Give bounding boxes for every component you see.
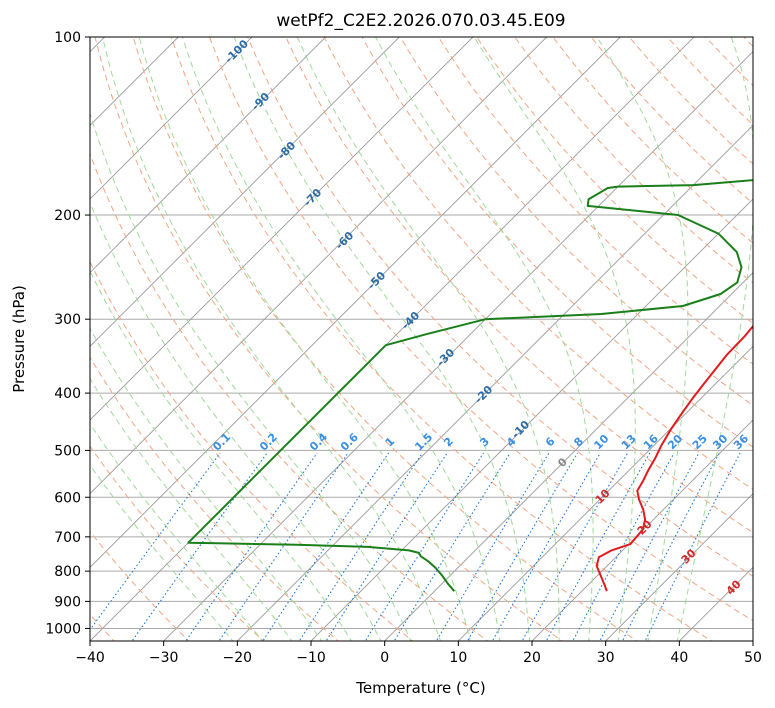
moist-adiabat [90, 201, 382, 641]
isotherm-line [384, 272, 753, 641]
x-tick-label: 20 [523, 650, 541, 666]
y-tick-label: 1000 [45, 621, 81, 637]
dry-adiabat [90, 260, 414, 641]
isotherm-line [90, 37, 474, 421]
moist-adiabat [90, 270, 352, 641]
y-tick-label: 900 [54, 594, 81, 610]
y-tick-label: 400 [54, 386, 81, 402]
isotherm-line [90, 37, 621, 568]
plot-frame [89, 36, 754, 642]
moist-adiabat [101, 37, 441, 641]
x-tick-label: 10 [449, 650, 467, 666]
isotherm-line [90, 37, 548, 495]
mixing-ratio-line [90, 452, 221, 631]
temperature-profile [595, 324, 753, 592]
moist-adiabat [676, 37, 753, 641]
x-tick-label: −30 [149, 650, 179, 666]
mixing-ratio-line [545, 452, 651, 641]
moist-adiabat [90, 464, 234, 641]
x-tick-label: −20 [223, 650, 253, 666]
moist-adiabat [374, 37, 594, 641]
moist-adiabat [473, 37, 636, 641]
chart-title: wetPf2_C2E2.2026.070.03.45.E09 [276, 11, 565, 31]
x-tick-label: −10 [296, 650, 326, 666]
dry-adiabat [208, 37, 753, 622]
mixing-ratio-line [572, 452, 675, 641]
mixing-ratio-line [185, 452, 318, 641]
mixing-ratio-line [325, 452, 448, 641]
y-tick-label: 600 [54, 490, 81, 506]
y-tick-label: 500 [54, 443, 81, 459]
x-tick-label: 0 [380, 650, 389, 666]
mixing-ratio-line [644, 452, 741, 641]
moist-adiabat [90, 112, 412, 641]
y-tick-label: 100 [54, 30, 81, 46]
isotherm-line [310, 198, 753, 641]
mixing-ratio-line [218, 452, 349, 641]
y-tick-label: 300 [54, 312, 81, 328]
y-tick-label: 200 [54, 208, 81, 224]
moist-adiabat [233, 37, 530, 641]
isotherm-line [236, 124, 753, 641]
x-tick-label: 30 [597, 650, 615, 666]
x-tick-label: −40 [75, 650, 105, 666]
mixing-ratio-line [621, 452, 720, 641]
y-tick-label: 700 [54, 530, 81, 546]
moist-adiabat [90, 327, 323, 641]
x-tick-label: 40 [670, 650, 688, 666]
moist-adiabat [181, 37, 501, 641]
mixing-ratio-line [298, 452, 423, 641]
moist-adiabat [596, 37, 689, 641]
isotherm-line [90, 37, 400, 347]
isotherm-line [163, 51, 753, 641]
dewpoint-profile [187, 179, 753, 592]
x-axis-title: Temperature (°C) [355, 679, 485, 697]
isotherm-line [90, 37, 253, 200]
x-tick-label: 50 [744, 650, 762, 666]
axis-ticks: −40 −30 −20 −10 0 10 20 30 40 50 100 200 300 400 500 60… [45, 30, 762, 666]
moist-adiabat [296, 37, 560, 641]
mixing-ratio-line [393, 452, 511, 641]
mixing-ratio-line [521, 452, 629, 641]
plot-area [90, 37, 753, 641]
dry-adiabat [90, 445, 265, 641]
mixing-ratio-line [262, 452, 390, 641]
dry-adiabat [90, 152, 489, 641]
moist-adiabat [90, 422, 264, 641]
y-tick-label: 800 [54, 564, 81, 580]
isotherm-line [457, 345, 753, 641]
isotherm-line [90, 37, 327, 274]
dry-adiabat [132, 37, 638, 641]
y-axis-title: Pressure (hPa) [10, 285, 28, 393]
moist-adiabat [90, 377, 293, 641]
isotherm-line [605, 493, 753, 641]
dry-adiabat [94, 37, 564, 641]
